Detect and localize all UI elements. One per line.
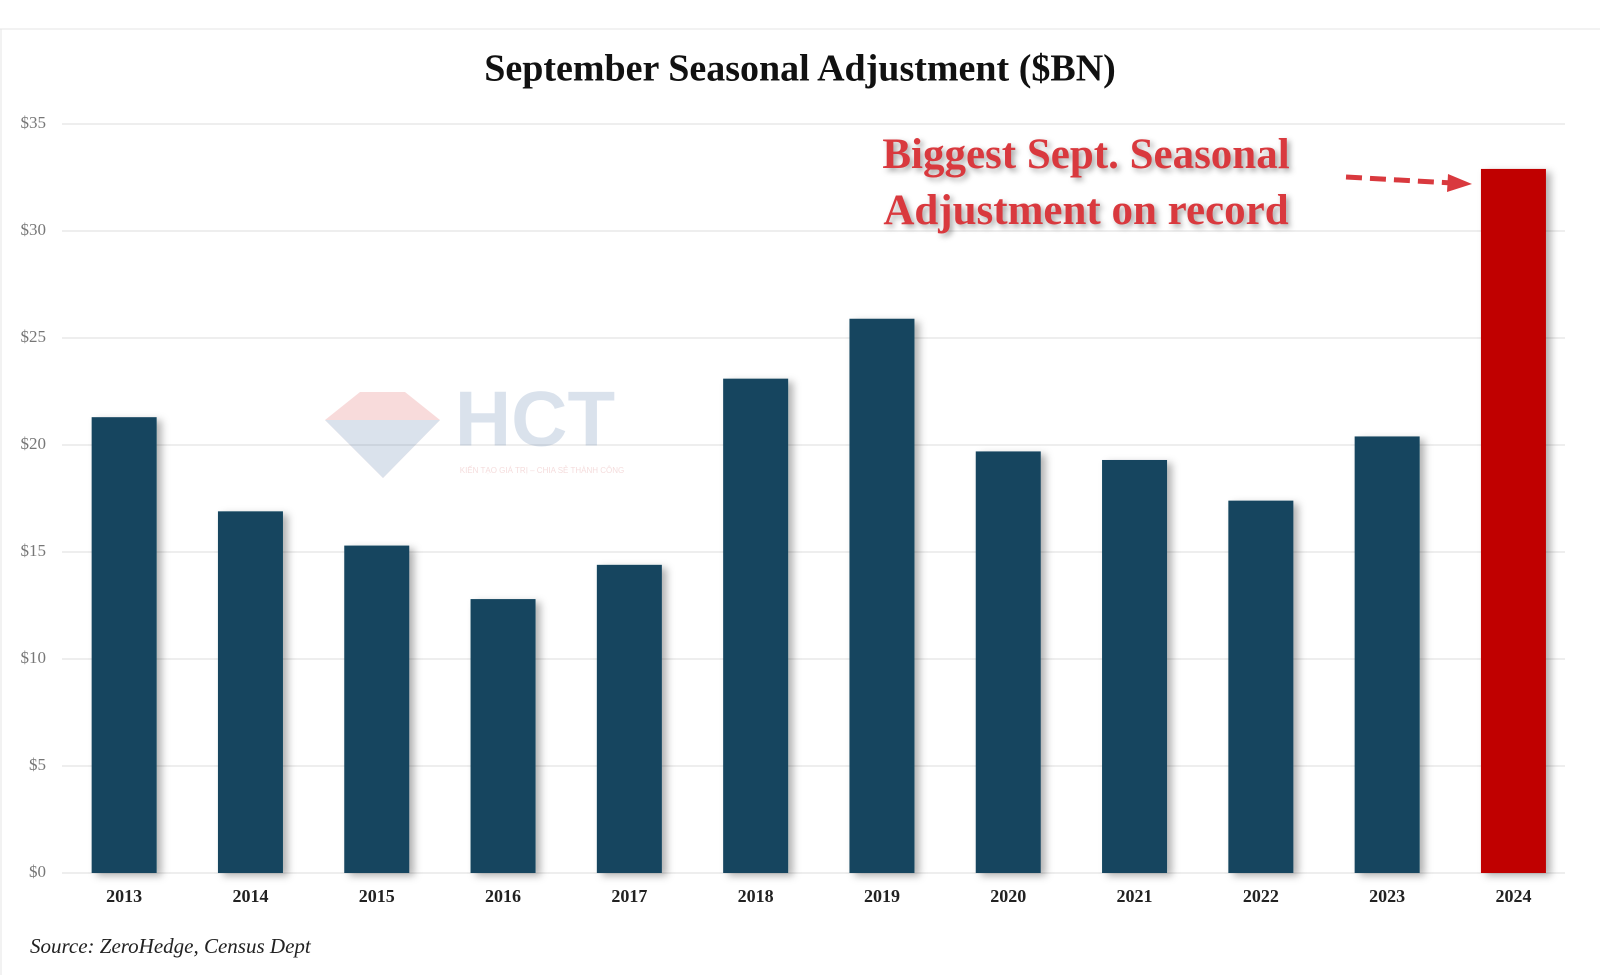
x-tick-label: 2022 (1243, 886, 1279, 906)
y-tick-label: $35 (21, 113, 47, 132)
annotation-arrowhead (1447, 174, 1472, 192)
y-tick-label: $20 (21, 434, 47, 453)
x-tick-label: 2017 (611, 886, 647, 906)
x-tick-label: 2016 (485, 886, 521, 906)
x-tick-label: 2024 (1495, 886, 1531, 906)
y-tick-label: $0 (29, 862, 46, 881)
annotation-arrow (1345, 174, 1453, 186)
watermark-tagline: KIẾN TẠO GIÁ TRỊ – CHIA SẺ THÀNH CÔNG (460, 465, 624, 475)
bar (1228, 500, 1294, 873)
bar (217, 511, 283, 873)
annotation: Adjustment on record (883, 187, 1288, 234)
annotation: Biggest Sept. Seasonal (882, 131, 1289, 178)
x-tick-label: 2018 (738, 886, 774, 906)
y-tick-label: $25 (21, 327, 47, 346)
bar (1102, 459, 1168, 873)
bar (975, 451, 1041, 873)
x-tick-label: 2014 (232, 886, 268, 906)
y-tick-label: $15 (21, 541, 47, 560)
source: Source: ZeroHedge, Census Dept (30, 934, 312, 958)
bar (344, 545, 410, 873)
x-tick-label: 2019 (864, 886, 900, 906)
x-tick-label: 2020 (990, 886, 1026, 906)
bar (470, 599, 536, 873)
x-tick-label: 2023 (1369, 886, 1405, 906)
bar (91, 417, 157, 873)
y-tick-label: $10 (21, 648, 47, 667)
x-tick-label: 2015 (359, 886, 395, 906)
bar (1354, 436, 1420, 873)
watermark-logo (325, 420, 440, 478)
x-tick-label: 2021 (1117, 886, 1153, 906)
y-tick-label: $30 (21, 220, 47, 239)
watermark: HCT KIẾN TẠO GIÁ TRỊ – CHIA SẺ THÀNH CÔN… (325, 375, 624, 478)
bar (596, 564, 662, 873)
bar (723, 378, 789, 873)
chart-title: September Seasonal Adjustment ($BN) (484, 48, 1116, 90)
watermark-text: HCT (455, 375, 615, 463)
bar (849, 318, 915, 873)
bar (1480, 168, 1546, 873)
y-tick-label: $5 (29, 755, 46, 774)
x-tick-label: 2013 (106, 886, 142, 906)
watermark-logo (325, 392, 440, 478)
